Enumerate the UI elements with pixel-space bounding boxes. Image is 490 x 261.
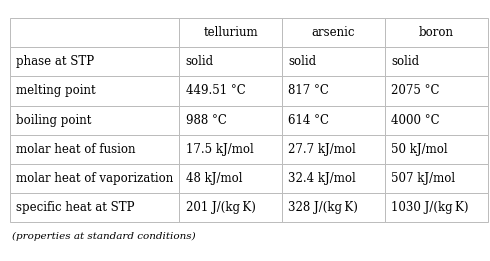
Text: 4000 °C: 4000 °C (391, 114, 440, 127)
Text: 817 °C: 817 °C (289, 85, 329, 97)
Text: 507 kJ/mol: 507 kJ/mol (391, 172, 455, 185)
Text: (properties at standard conditions): (properties at standard conditions) (12, 232, 196, 241)
Text: solid: solid (289, 55, 317, 68)
Text: 449.51 °C: 449.51 °C (186, 85, 245, 97)
Text: 988 °C: 988 °C (186, 114, 227, 127)
Text: tellurium: tellurium (203, 26, 258, 39)
Text: arsenic: arsenic (312, 26, 355, 39)
Text: 17.5 kJ/mol: 17.5 kJ/mol (186, 143, 253, 156)
Text: 201 J/(kg K): 201 J/(kg K) (186, 201, 256, 214)
Text: phase at STP: phase at STP (16, 55, 94, 68)
Text: 27.7 kJ/mol: 27.7 kJ/mol (289, 143, 356, 156)
Text: 2075 °C: 2075 °C (391, 85, 440, 97)
Text: melting point: melting point (16, 85, 96, 97)
Text: solid: solid (391, 55, 419, 68)
Text: boiling point: boiling point (16, 114, 92, 127)
Text: 328 J/(kg K): 328 J/(kg K) (289, 201, 358, 214)
Text: solid: solid (186, 55, 214, 68)
Text: 48 kJ/mol: 48 kJ/mol (186, 172, 242, 185)
Text: molar heat of vaporization: molar heat of vaporization (16, 172, 173, 185)
Text: 32.4 kJ/mol: 32.4 kJ/mol (289, 172, 356, 185)
Text: specific heat at STP: specific heat at STP (16, 201, 135, 214)
Text: 1030 J/(kg K): 1030 J/(kg K) (391, 201, 469, 214)
Text: 50 kJ/mol: 50 kJ/mol (391, 143, 448, 156)
Text: molar heat of fusion: molar heat of fusion (16, 143, 136, 156)
Text: 614 °C: 614 °C (289, 114, 329, 127)
Text: boron: boron (418, 26, 454, 39)
